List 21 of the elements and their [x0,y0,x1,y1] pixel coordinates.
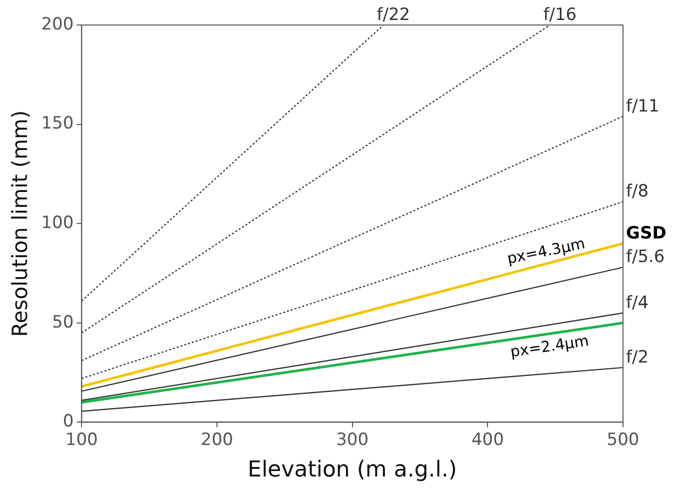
x-tick-label: 400 [471,430,504,450]
y-tick-label: 0 [62,412,74,432]
series-label: f/8 [626,182,649,202]
series-label: f/2 [626,348,649,368]
series-label: f/22 [376,4,410,25]
x-tick-label: 300 [336,430,369,450]
x-tick-label: 200 [200,430,234,450]
y-tick-label: 50 [52,312,74,332]
y-tick-label: 100 [41,213,74,234]
series-label: f/4 [626,292,649,313]
y-tick-label: 150 [41,114,74,134]
series-label: f/5.6 [626,247,665,268]
x-tick-label: 500 [606,430,640,450]
series-label: f/11 [626,96,660,116]
y-axis-title: Resolution limit (mm) [8,110,32,337]
y-tick-label: 200 [41,14,74,34]
series-label: GSD [626,223,666,244]
series-label: f/16 [543,4,577,25]
x-tick-label: 100 [65,430,98,450]
x-axis-title: Elevation (m a.g.l.) [248,458,457,483]
text: px=2.4µm [509,332,590,361]
